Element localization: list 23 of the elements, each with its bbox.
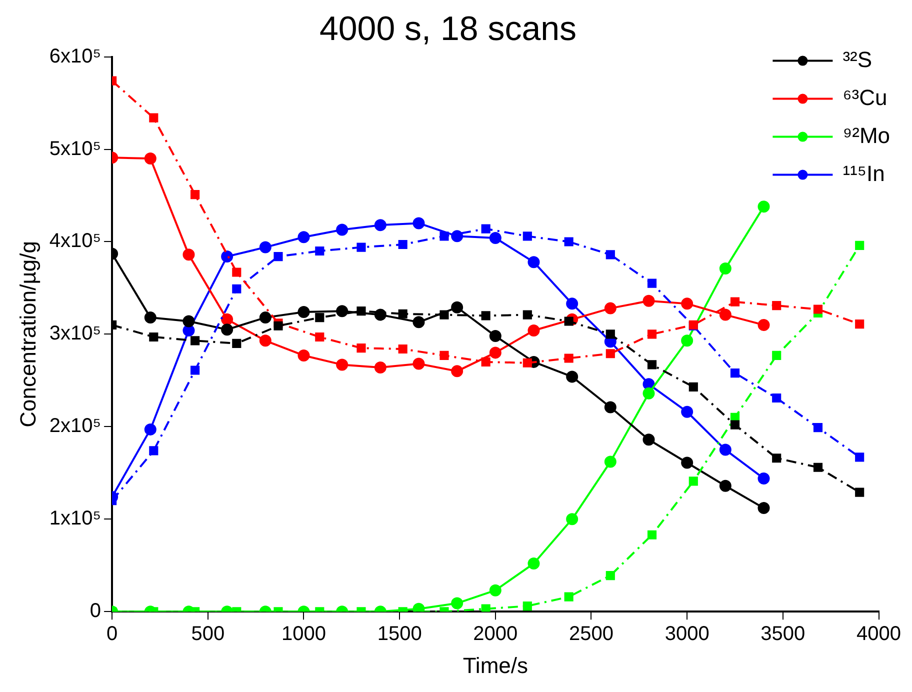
y-tick-label: 6x10⁵	[49, 45, 102, 68]
legend-label: ³²S	[842, 46, 872, 72]
x-tick-label: 1000	[281, 623, 326, 646]
y-tick-label: 4x10⁵	[49, 230, 102, 252]
x-axis-title: Time/s	[462, 652, 528, 678]
y-tick-label: 2x10⁵	[49, 415, 102, 438]
x-tick-label: 2000	[473, 623, 518, 646]
y-tick-label: 0	[90, 600, 102, 622]
x-tick-label: 2500	[568, 623, 614, 646]
x-tick-label: 0	[106, 623, 118, 646]
x-tick-label: 4000	[856, 623, 902, 646]
y-tick-label: 1x10⁵	[49, 508, 102, 530]
x-tick-label: 3000	[664, 623, 710, 646]
x-tick-label: 500	[191, 623, 225, 646]
y-axis-title: Concentration/µg/g	[15, 241, 40, 428]
legend-label: ⁹²Mo	[842, 122, 890, 148]
x-tick-label: 3500	[760, 623, 806, 646]
chart-title: 4000 s, 18 scans	[319, 10, 577, 48]
x-tick-label: 1500	[377, 623, 422, 646]
legend-label: ¹¹⁵In	[842, 160, 885, 186]
y-tick-label: 3x10⁵	[49, 322, 102, 345]
y-tick-label: 5x10⁵	[49, 138, 102, 160]
legend-label: ⁶³Cu	[842, 84, 888, 110]
